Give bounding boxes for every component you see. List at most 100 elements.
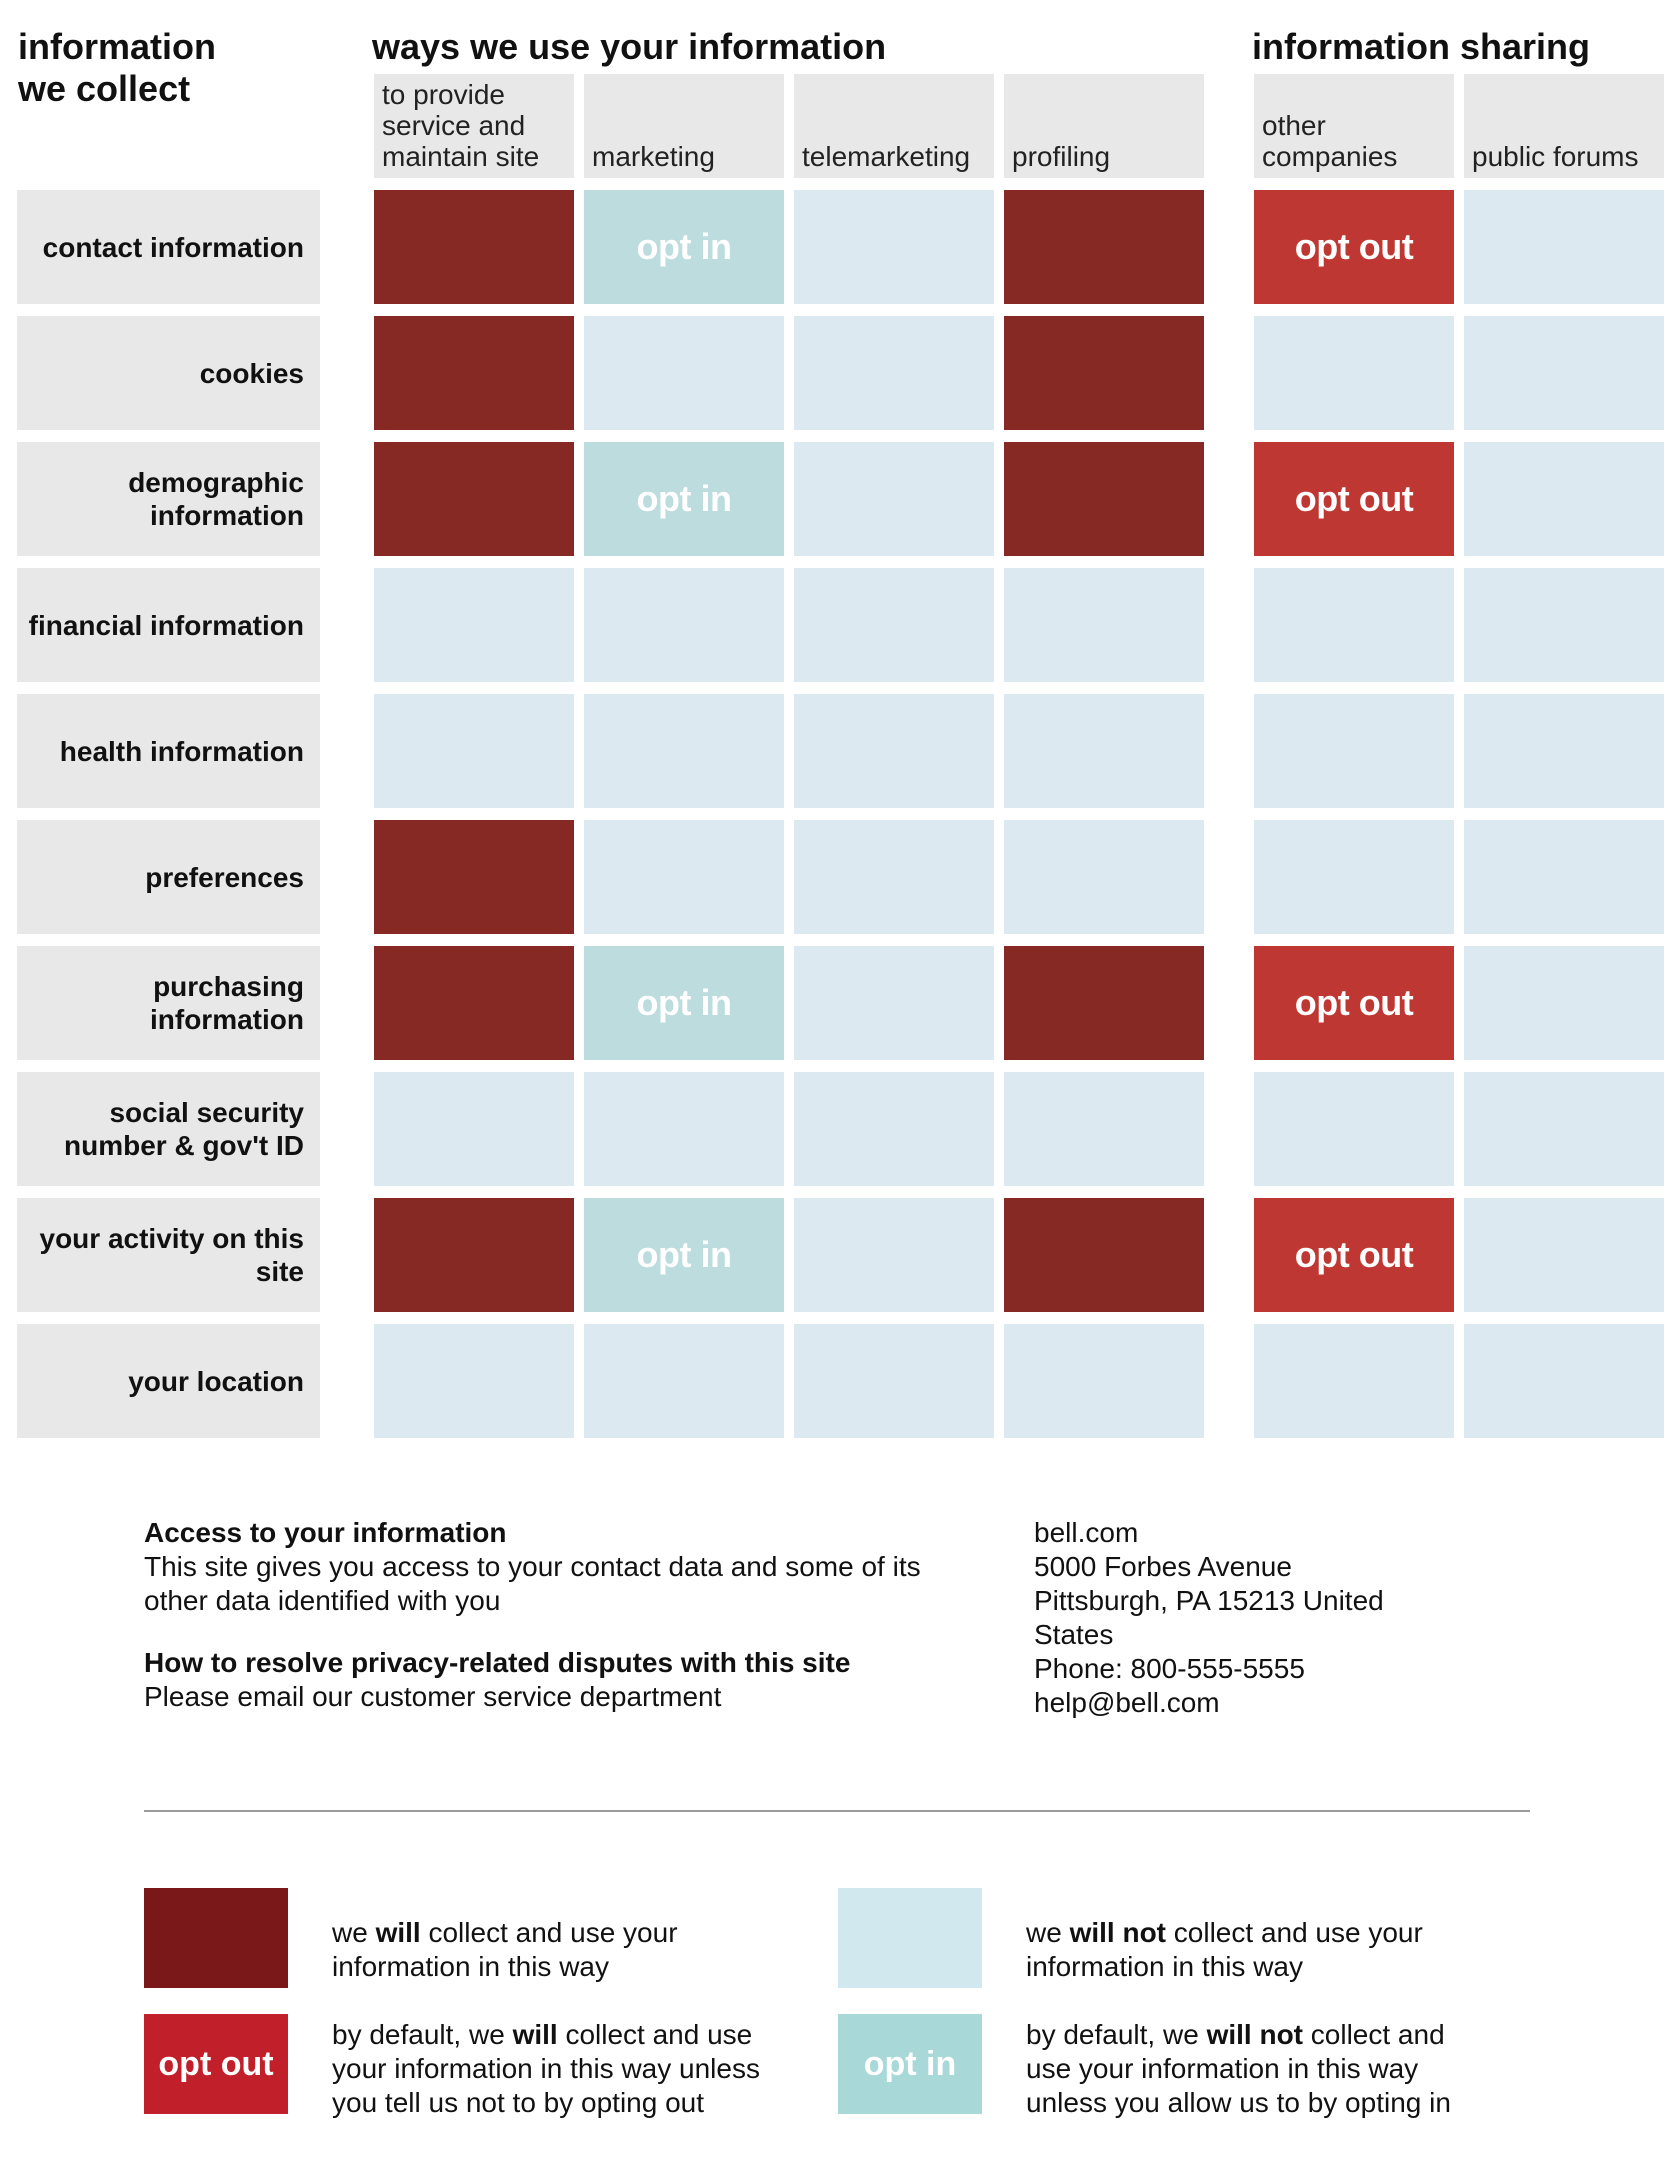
cell-no-public-forums [1464, 1072, 1664, 1186]
cell-no-provide-service [374, 694, 574, 808]
cell-yes-profiling [1004, 442, 1204, 556]
disputes-title: How to resolve privacy-related disputes … [144, 1647, 851, 1678]
cell-no-telemarketing [794, 316, 994, 430]
legend-text-will: we will collect and use your information… [332, 1917, 678, 1982]
cell-no-telemarketing [794, 1324, 994, 1438]
cell-no-telemarketing [794, 946, 994, 1060]
cell-yes-provide-service [374, 442, 574, 556]
cell-no-telemarketing [794, 442, 994, 556]
header-ways-we-use: ways we use your information [372, 26, 887, 67]
cell-no-public-forums [1464, 820, 1664, 934]
cell-no-telemarketing [794, 568, 994, 682]
cell-optin-marketing: opt in [584, 190, 784, 304]
cell-no-public-forums [1464, 442, 1664, 556]
legend-swatch-opt-out: opt out [144, 2014, 288, 2114]
row-header: purchasing information [17, 946, 320, 1060]
cell-no-profiling [1004, 1324, 1204, 1438]
cell-no-other-companies [1254, 568, 1454, 682]
cell-no-profiling [1004, 820, 1204, 934]
cell-no-public-forums [1464, 1198, 1664, 1312]
cell-no-other-companies [1254, 316, 1454, 430]
cell-no-marketing [584, 820, 784, 934]
disputes-section: How to resolve privacy-related disputes … [144, 1646, 1004, 1714]
row-header: financial information [17, 568, 320, 682]
column-header-other-companies: other companies [1254, 74, 1454, 178]
cell-no-public-forums [1464, 190, 1664, 304]
cell-optin-marketing: opt in [584, 442, 784, 556]
cell-yes-provide-service [374, 1198, 574, 1312]
legend-text-opt-out: by default, we will collect and use your… [332, 2019, 760, 2118]
cell-no-telemarketing [794, 694, 994, 808]
cell-no-other-companies [1254, 1072, 1454, 1186]
disputes-text: Please email our customer service depart… [144, 1681, 722, 1712]
divider [144, 1810, 1530, 1812]
cell-no-public-forums [1464, 568, 1664, 682]
contact-phone: Phone: 800-555-5555 [1034, 1653, 1305, 1684]
contact-email[interactable]: help@bell.com [1034, 1687, 1220, 1718]
header-collect-line2: we collect [18, 68, 191, 109]
contact-street: 5000 Forbes Avenue [1034, 1551, 1292, 1582]
cell-yes-provide-service [374, 820, 574, 934]
row-header: your location [17, 1324, 320, 1438]
legend-text-opt-in: by default, we will not collect and use … [1026, 2019, 1451, 2118]
cell-optout-other-companies: opt out [1254, 190, 1454, 304]
row-header: preferences [17, 820, 320, 934]
cell-no-profiling [1004, 694, 1204, 808]
row-header: contact information [17, 190, 320, 304]
cell-no-public-forums [1464, 316, 1664, 430]
cell-no-telemarketing [794, 190, 994, 304]
cell-no-provide-service [374, 1072, 574, 1186]
cell-yes-profiling [1004, 946, 1204, 1060]
cell-no-telemarketing [794, 1198, 994, 1312]
cell-no-profiling [1004, 1072, 1204, 1186]
cell-no-other-companies [1254, 694, 1454, 808]
row-header: health information [17, 694, 320, 808]
row-header: demographic information [17, 442, 320, 556]
cell-no-public-forums [1464, 1324, 1664, 1438]
cell-optin-marketing: opt in [584, 1198, 784, 1312]
cell-no-telemarketing [794, 1072, 994, 1186]
row-header: your activity on this site [17, 1198, 320, 1312]
cell-no-marketing [584, 1072, 784, 1186]
contact-section: bell.com 5000 Forbes Avenue Pittsburgh, … [1034, 1516, 1454, 1720]
cell-no-marketing [584, 316, 784, 430]
legend-swatch-opt-in: opt in [838, 2014, 982, 2114]
header-collect-line1: information [18, 26, 216, 67]
column-header-marketing: marketing [584, 74, 784, 178]
cell-no-marketing [584, 1324, 784, 1438]
legend-swatch-will [144, 1888, 288, 1988]
column-header-profiling: profiling [1004, 74, 1204, 178]
cell-no-public-forums [1464, 694, 1664, 808]
cell-no-other-companies [1254, 1324, 1454, 1438]
contact-city-line1: Pittsburgh, PA 15213 United [1034, 1585, 1384, 1616]
header-information-sharing: information sharing [1252, 26, 1591, 67]
contact-site: bell.com [1034, 1517, 1139, 1548]
access-section: Access to your information This site giv… [144, 1516, 924, 1618]
cell-optout-other-companies: opt out [1254, 946, 1454, 1060]
cell-optout-other-companies: opt out [1254, 442, 1454, 556]
cell-yes-profiling [1004, 316, 1204, 430]
cell-no-telemarketing [794, 820, 994, 934]
cell-optout-other-companies: opt out [1254, 1198, 1454, 1312]
cell-no-other-companies [1254, 820, 1454, 934]
cell-no-marketing [584, 694, 784, 808]
column-header-telemarketing: telemarketing [794, 74, 994, 178]
cell-no-provide-service [374, 1324, 574, 1438]
cell-yes-provide-service [374, 946, 574, 1060]
row-header: cookies [17, 316, 320, 430]
row-header: social security number & gov't ID [17, 1072, 320, 1186]
cell-yes-profiling [1004, 190, 1204, 304]
cell-yes-provide-service [374, 190, 574, 304]
cell-no-public-forums [1464, 946, 1664, 1060]
column-header-provide-service: to provide service and maintain site [374, 74, 574, 178]
cell-no-profiling [1004, 568, 1204, 682]
cell-yes-profiling [1004, 1198, 1204, 1312]
cell-no-marketing [584, 568, 784, 682]
legend-swatch-will-not [838, 1888, 982, 1988]
header-information-we-collect: information we collect [18, 26, 216, 110]
contact-city-line2: States [1034, 1619, 1114, 1650]
access-title: Access to your information [144, 1517, 507, 1548]
cell-no-provide-service [374, 568, 574, 682]
access-text: This site gives you access to your conta… [144, 1551, 921, 1616]
cell-optin-marketing: opt in [584, 946, 784, 1060]
